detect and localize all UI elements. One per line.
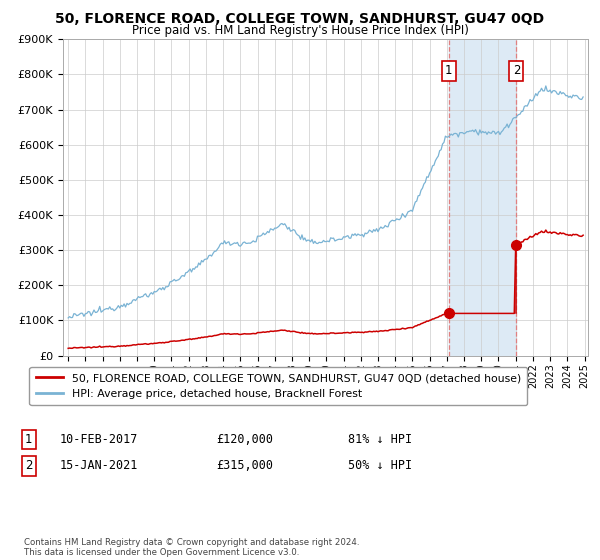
- Text: 81% ↓ HPI: 81% ↓ HPI: [348, 433, 412, 446]
- Bar: [449, 39, 517, 356]
- Text: 50, FLORENCE ROAD, COLLEGE TOWN, SANDHURST, GU47 0QD: 50, FLORENCE ROAD, COLLEGE TOWN, SANDHUR…: [55, 12, 545, 26]
- Text: 10-FEB-2017: 10-FEB-2017: [60, 433, 139, 446]
- Text: 2: 2: [25, 459, 32, 473]
- Legend: 50, FLORENCE ROAD, COLLEGE TOWN, SANDHURST, GU47 0QD (detached house), HPI: Aver: 50, FLORENCE ROAD, COLLEGE TOWN, SANDHUR…: [29, 367, 527, 405]
- Text: 2: 2: [512, 64, 520, 77]
- Text: 50% ↓ HPI: 50% ↓ HPI: [348, 459, 412, 473]
- Text: 15-JAN-2021: 15-JAN-2021: [60, 459, 139, 473]
- Text: £120,000: £120,000: [216, 433, 273, 446]
- Text: Contains HM Land Registry data © Crown copyright and database right 2024.
This d: Contains HM Land Registry data © Crown c…: [24, 538, 359, 557]
- Text: Price paid vs. HM Land Registry's House Price Index (HPI): Price paid vs. HM Land Registry's House …: [131, 24, 469, 36]
- Text: 1: 1: [445, 64, 452, 77]
- Text: £315,000: £315,000: [216, 459, 273, 473]
- Text: 1: 1: [25, 433, 32, 446]
